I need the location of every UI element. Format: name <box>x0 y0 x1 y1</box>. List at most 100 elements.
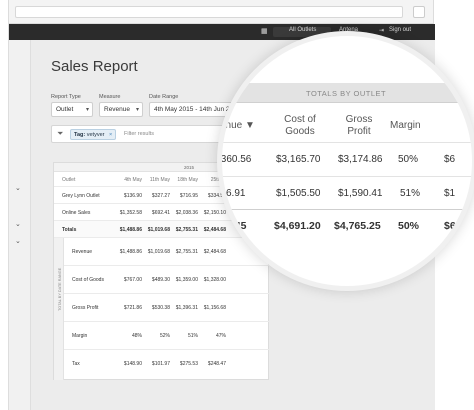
cell-value: $692.41 <box>151 210 170 216</box>
cell-value: $101.97 <box>151 361 170 367</box>
year-header: 2015 <box>54 163 270 172</box>
cell-value: 47% <box>215 333 226 339</box>
cell-value: $1,359.00 <box>175 277 198 283</box>
outlet-selector-label[interactable]: All Outlets <box>289 27 317 33</box>
date-range-picker[interactable]: 4th May 2015 - 14th Jun 2015 <box>149 102 241 117</box>
cell-value: $248.47 <box>207 361 226 367</box>
cost-of-goods-column-header[interactable]: Cost of Goods <box>284 114 316 137</box>
cell-value: 48% <box>131 333 142 339</box>
divider <box>222 209 472 210</box>
cell-value: $2,150.10 <box>203 210 226 216</box>
cell-value: $1,019.68 <box>147 249 170 255</box>
cost-of-goods-total: $4,691.20 <box>274 220 321 232</box>
totals-row[interactable]: Totals $1,488.86 $1,019.68 $2,755.31 $2,… <box>54 221 270 238</box>
cell-value: $530.38 <box>151 305 170 311</box>
margin-value: 51% <box>400 188 421 199</box>
metric-name: Gross Profit <box>72 305 99 311</box>
date-range-label: Date Range <box>149 94 179 100</box>
report-type-select[interactable]: Outlet ▾ <box>51 102 93 117</box>
breakdown-row: Tax $148.90 $101.97 $275.53 $248.47 <box>64 350 270 380</box>
revenue-value: 6.91 <box>226 188 246 199</box>
cell-value: $148.90 <box>123 361 142 367</box>
measure-label: Measure <box>99 94 121 100</box>
outlet-switcher[interactable] <box>273 27 331 37</box>
cost-of-goods-value: $1,505.50 <box>276 188 321 199</box>
year-label: 2015 <box>184 165 195 170</box>
gross-profit-total: $4,765.25 <box>334 220 381 232</box>
partial-total: $6 <box>444 220 456 232</box>
tag-prefix: Tag: <box>74 132 86 138</box>
gross-profit-value: $1,590.41 <box>338 188 383 199</box>
gross-profit-column-header[interactable]: Gross Profit <box>345 114 373 137</box>
total-by-date-range-label: TOTAL BY DATE RANGE <box>58 267 62 311</box>
outlet-name: Grey Lynn Outlet <box>62 193 100 199</box>
cell-value: $716.95 <box>179 193 198 199</box>
date-range-value: 4th May 2015 - 14th Jun 2015 <box>154 106 241 113</box>
cell-value: $1,488.86 <box>119 249 142 255</box>
partial-value: $6 <box>444 154 456 165</box>
browser-menu-icon[interactable] <box>413 6 425 18</box>
metric-name: Revenue <box>72 249 93 255</box>
left-rail: ⌄ ⌄ ⌄ <box>9 40 31 410</box>
measure-value: Revenue <box>104 106 131 113</box>
top-navigation: ▦ All Outlets Antena ⇥ Sign out <box>9 24 435 40</box>
address-bar[interactable] <box>15 6 403 18</box>
cell-value: $327.27 <box>151 193 170 199</box>
divider <box>222 142 472 143</box>
cell-value: $275.53 <box>179 361 198 367</box>
signout-link[interactable]: Sign out <box>389 27 412 33</box>
cell-value: $2,038.36 <box>175 210 198 216</box>
metric-name: Cost of Goods <box>72 277 104 283</box>
cell-value: $2,755.31 <box>175 249 198 255</box>
cell-value: $334.58 <box>207 193 226 199</box>
cell-value: $1,488.86 <box>119 227 142 233</box>
revenue-column-header[interactable]: enue ▼ <box>222 120 255 131</box>
measure-select[interactable]: Revenue ▾ <box>99 102 143 117</box>
table-header-row: Outlet 4th May 11th May 18th May 25th M <box>54 172 270 187</box>
filter-tag[interactable]: Tag: vetyver × <box>70 129 117 140</box>
cell-value: $2,755.31 <box>175 227 198 233</box>
signout-icon[interactable]: ⇥ <box>379 28 385 34</box>
cell-value: $1,352.58 <box>119 210 142 216</box>
breakdown-row: Revenue $1,488.86 $1,019.68 $2,755.31 $2… <box>64 238 270 266</box>
page-title: Sales Report <box>51 58 138 75</box>
cell-value: $136.90 <box>123 193 142 199</box>
breakdown-row: Gross Profit $721.86 $530.38 $1,396.31 $… <box>64 294 270 322</box>
margin-value: 50% <box>398 154 419 165</box>
chevron-down-icon: ▾ <box>135 107 139 113</box>
cell-value: $2,484.68 <box>203 227 226 233</box>
chevron-down-icon[interactable]: ⌄ <box>15 238 21 245</box>
outlet-name: Online Sales <box>62 210 91 216</box>
cell-value: $489.30 <box>151 277 170 283</box>
revenue-value: ,360.56 <box>222 154 252 165</box>
cell-value: 51% <box>187 333 198 339</box>
column-header[interactable]: 4th May <box>124 177 142 183</box>
cell-value: $2,484.68 <box>203 249 226 255</box>
column-header[interactable]: 25th M <box>210 177 226 183</box>
report-type-label: Report Type <box>51 94 81 100</box>
magnifier-lens: TOTALS BY OUTLET enue ▼ Cost of Goods Gr… <box>222 36 472 286</box>
revenue-total: 6.45 <box>226 220 247 232</box>
browser-toolbar <box>8 0 434 24</box>
total-by-date-range-column: TOTAL BY DATE RANGE <box>54 238 64 380</box>
column-header[interactable]: 11th May <box>149 177 170 183</box>
cell-value: $721.86 <box>123 305 142 311</box>
table-row[interactable]: Online Sales $1,352.58 $692.41 $2,038.36… <box>54 204 270 221</box>
margin-total: 50% <box>398 220 420 232</box>
close-icon[interactable]: × <box>109 132 113 138</box>
chevron-down-icon[interactable]: ⌄ <box>15 221 21 228</box>
gross-profit-value: $3,174.86 <box>338 154 383 165</box>
filter-input[interactable]: Filter results <box>124 131 154 137</box>
cost-of-goods-value: $3,165.70 <box>276 154 321 165</box>
column-header[interactable]: Outlet <box>62 177 76 183</box>
margin-column-header[interactable]: Margin <box>390 120 421 131</box>
chevron-down-icon[interactable]: ⌄ <box>15 185 21 192</box>
table-row[interactable]: Grey Lynn Outlet $136.90 $327.27 $716.95… <box>54 187 270 204</box>
column-header[interactable]: 18th May <box>177 177 198 183</box>
cell-value: $1,156.68 <box>203 305 226 311</box>
user-menu[interactable]: Antena <box>339 27 359 33</box>
divider <box>222 176 472 177</box>
report-type-value: Outlet <box>56 106 74 113</box>
grid-icon[interactable]: ▦ <box>261 28 268 35</box>
totals-by-outlet-title: TOTALS BY OUTLET <box>306 89 387 98</box>
